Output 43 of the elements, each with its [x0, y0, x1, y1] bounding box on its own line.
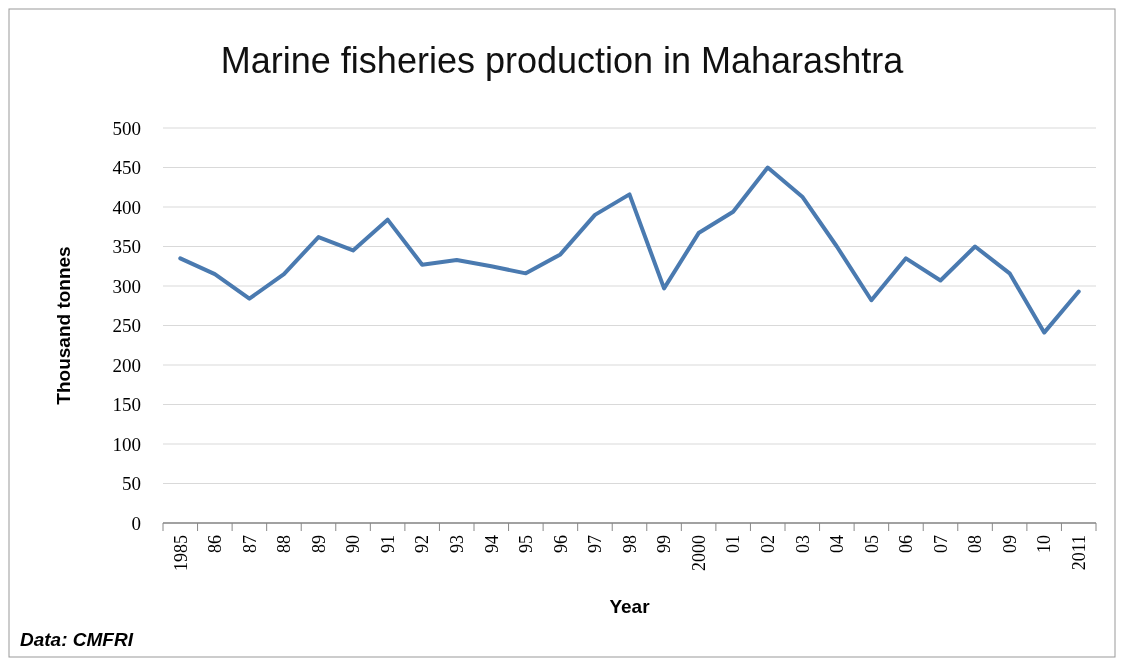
x-tick-label: 05: [861, 535, 882, 553]
y-tick-label: 250: [112, 315, 141, 337]
x-tick-label: 2000: [688, 535, 709, 571]
x-tick-label: 01: [723, 535, 744, 553]
y-tick-label: 300: [112, 275, 141, 297]
y-tick-label: 450: [112, 157, 141, 179]
x-tick-label: 86: [205, 535, 226, 553]
x-tick-label: 1985: [170, 535, 191, 571]
y-tick-label: 100: [112, 433, 141, 455]
y-tick-label: 0: [131, 512, 141, 534]
x-tick-label: 87: [239, 535, 260, 553]
y-tick-label: 50: [122, 473, 141, 495]
x-tick-label: 08: [965, 535, 986, 553]
y-tick-label: 200: [112, 354, 141, 376]
y-tick-label: 150: [112, 394, 141, 416]
x-tick-label: 97: [585, 535, 606, 553]
x-tick-label: 94: [481, 535, 502, 553]
x-tick-label: 04: [827, 535, 848, 553]
y-tick-label: 500: [112, 117, 141, 139]
x-tick-label: 2011: [1069, 535, 1090, 571]
x-tick-label: 99: [654, 535, 675, 553]
y-tick-label: 350: [112, 236, 141, 258]
x-tick-label: 07: [930, 535, 951, 553]
x-tick-label: 09: [999, 535, 1020, 553]
x-tick-label: 96: [550, 535, 571, 553]
x-tick-label: 90: [343, 535, 364, 553]
line-series: [178, 165, 1081, 335]
x-tick-label: 02: [758, 535, 779, 553]
x-axis-title: Year: [609, 596, 651, 617]
x-tick-label: 10: [1034, 535, 1055, 553]
x-tick-label: 92: [412, 535, 433, 553]
x-tick-label: 88: [274, 535, 295, 553]
x-tick-label: 89: [308, 535, 329, 553]
y-tick-label: 400: [112, 196, 141, 218]
x-tick-label: 95: [516, 535, 537, 553]
x-tick-label: 06: [896, 535, 917, 553]
x-tick-label: 98: [619, 535, 640, 553]
x-tick-label: 91: [377, 535, 398, 553]
x-tick-label: 93: [447, 535, 468, 553]
text: Data: CMFRI: [20, 629, 134, 650]
y-axis-title: Thousand tonnes: [53, 246, 74, 405]
x-tick-label: 03: [792, 535, 813, 553]
chart-title: Marine fisheries production in Maharashtra: [220, 40, 905, 81]
